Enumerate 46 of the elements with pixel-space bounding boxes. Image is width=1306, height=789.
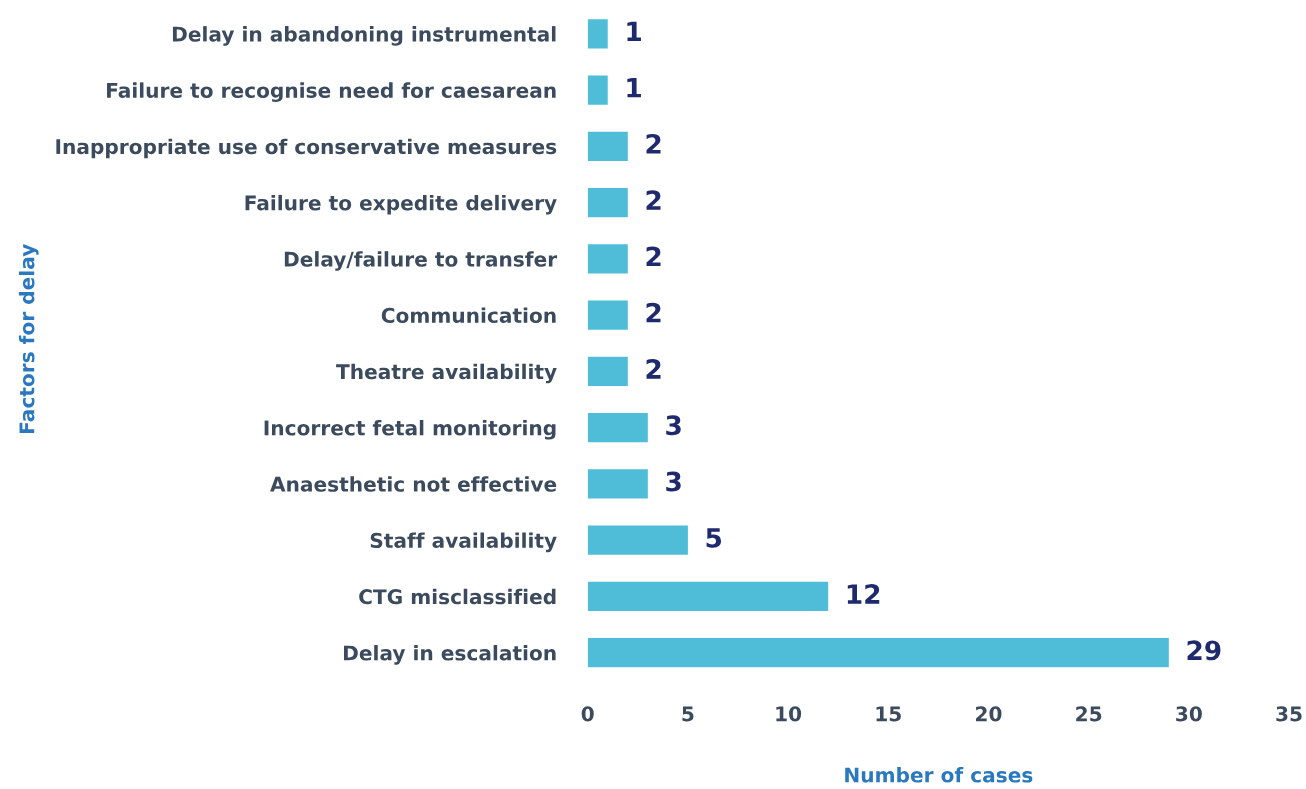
- y-tick-label: Communication: [381, 307, 556, 324]
- data-label: 2: [646, 133, 661, 154]
- y-tick-label: Failure to recognise need for caesarean: [107, 82, 556, 103]
- bar: [587, 19, 608, 49]
- data-label: 1: [627, 21, 641, 42]
- data-label: 2: [646, 302, 661, 323]
- x-tick-label: 35: [1276, 706, 1302, 722]
- x-tick-label: 30: [1176, 706, 1202, 722]
- y-tick-label: Incorrect fetal monitoring: [264, 419, 556, 440]
- data-label: 1: [627, 78, 641, 98]
- bar: [587, 525, 688, 555]
- data-label: 29: [1187, 640, 1221, 661]
- x-tick-label: 5: [682, 706, 694, 722]
- x-tick-label: 10: [776, 706, 802, 722]
- x-tick-label: 25: [1076, 706, 1102, 722]
- bar: [587, 581, 829, 612]
- x-tick-label: 20: [976, 706, 1002, 722]
- y-tick-label: Anaesthetic not effective: [270, 476, 557, 492]
- data-label: 12: [847, 584, 880, 604]
- bar: [587, 244, 628, 274]
- y-tick-label: Delay in escalation: [343, 645, 556, 665]
- x-tick-label: 0: [581, 706, 594, 722]
- y-axis-title: Factors for delay: [18, 244, 39, 433]
- bar: [587, 131, 628, 161]
- bar: [587, 75, 608, 105]
- data-label: 2: [646, 359, 661, 379]
- bar: [587, 300, 628, 330]
- bar: [587, 356, 628, 386]
- bar: [587, 412, 648, 443]
- x-axis-title: Number of cases: [845, 767, 1033, 783]
- data-label: 3: [666, 471, 681, 492]
- data-label: 2: [646, 246, 661, 267]
- bar: [587, 638, 1169, 668]
- y-tick-label: CTG misclassified: [359, 588, 556, 605]
- data-label: 2: [646, 190, 661, 210]
- data-label: 3: [666, 415, 681, 436]
- y-tick-label: Theatre availability: [336, 363, 557, 384]
- y-tick-label: Failure to expedite delivery: [245, 194, 557, 215]
- bar: [587, 187, 628, 218]
- y-tick-label: Delay/failure to transfer: [284, 251, 558, 271]
- y-tick-label: Inappropriate use of conservative measures: [56, 138, 557, 159]
- bar: [587, 469, 648, 499]
- x-tick-label: 15: [876, 706, 901, 722]
- y-tick-label: Delay in abandoning instrumental: [172, 26, 556, 46]
- data-label: 5: [706, 528, 722, 548]
- y-tick-label: Staff availability: [370, 532, 557, 553]
